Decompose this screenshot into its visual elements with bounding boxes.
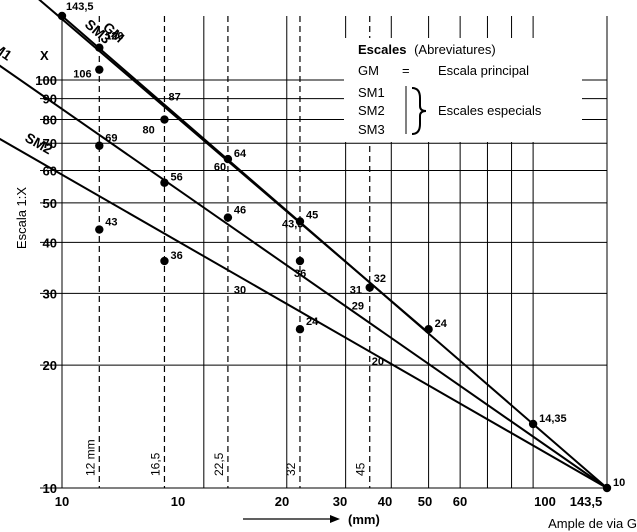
point-label: 45	[306, 209, 318, 221]
annotation-label: 20	[372, 356, 384, 368]
y-tick-label: 100	[35, 73, 57, 88]
x-tick-label: 10	[55, 494, 69, 509]
data-point	[295, 217, 305, 226]
annotation-label: 43,5	[282, 218, 303, 230]
legend-sm2: SM2	[358, 103, 385, 118]
dashed-line-label: 32	[284, 462, 298, 476]
point-label: 10	[613, 477, 625, 489]
point-label: 36	[170, 250, 182, 262]
legend-title: Escales	[358, 42, 406, 57]
series-line-sm3	[38, 0, 430, 334]
legend-title-suffix: (Abreviatures)	[414, 42, 496, 57]
data-point	[160, 115, 169, 124]
annotation-label: 30	[234, 284, 246, 296]
data-point	[95, 65, 104, 74]
point-label: 56	[170, 172, 182, 184]
annotation-label: 60	[214, 162, 226, 174]
series-line-sm1	[0, 64, 608, 489]
legend-background	[344, 38, 582, 142]
y-tick-label: 70	[43, 136, 57, 151]
series-name-sm1: SM1	[0, 34, 15, 64]
dashed-line-label: 16,5	[148, 452, 162, 476]
y-axis-title: Escala 1:X	[14, 187, 29, 249]
y-tick-label: 20	[43, 358, 57, 373]
y-tick-label: 50	[43, 196, 57, 211]
point-label: 31	[350, 285, 362, 297]
legend-brace	[411, 87, 427, 135]
legend-gm-abbr: GM	[358, 63, 379, 78]
y-tick-label: 60	[43, 164, 57, 179]
data-point	[424, 325, 433, 334]
grid	[40, 16, 608, 489]
point-labels: 143,5 120 106 80 64 69 56 46 45 43 36 36 31 24 24 14,35…	[66, 1, 625, 489]
legend-equals: =	[402, 63, 410, 78]
legend-group-desc: Escales especials	[438, 103, 542, 118]
data-point	[57, 11, 67, 21]
series-line-sm2	[0, 137, 608, 489]
y-top-label: X	[40, 48, 49, 63]
legend-sm1: SM1	[358, 85, 385, 100]
point-label: 43	[105, 217, 117, 229]
data-point	[95, 141, 104, 150]
data-point	[160, 178, 169, 187]
point-label: 80	[142, 125, 154, 137]
y-tick-label: 40	[43, 235, 57, 250]
data-point	[95, 225, 104, 234]
data-point	[223, 154, 233, 164]
x-tick-label: 20	[275, 494, 289, 509]
y-tick-label: 10	[43, 481, 57, 496]
point-label: 24	[435, 318, 448, 330]
point-label: 106	[73, 69, 91, 81]
x-tick-label: 10	[171, 494, 185, 509]
data-point	[95, 43, 104, 52]
point-label: 36	[294, 268, 306, 280]
x-tick-label: 30	[333, 494, 347, 509]
dashed-reference-lines: 12 mm 16,5 22,5 32 45	[83, 16, 371, 488]
legend: Escales (Abreviatures) GM = Escala princ…	[358, 42, 542, 137]
legend-sm3: SM3	[358, 122, 385, 137]
data-point	[365, 283, 374, 292]
data-point	[223, 213, 233, 222]
x-unit-label: (mm)	[348, 512, 380, 527]
x-tick-label: 50	[418, 494, 432, 509]
point-label: 69	[105, 133, 117, 145]
data-points	[57, 11, 612, 493]
y-tick-label: 30	[43, 286, 57, 301]
point-label: 46	[234, 205, 246, 217]
x-axis-arrow-head	[330, 515, 340, 523]
data-point	[528, 419, 538, 429]
data-point	[602, 483, 612, 493]
point-label: 64	[234, 148, 247, 160]
data-point	[160, 256, 169, 266]
legend-gm-desc: Escala principal	[438, 63, 529, 78]
dashed-line-label: 12 mm	[83, 439, 97, 476]
annotation-label: 29	[352, 300, 364, 312]
x-tick-label: 40	[378, 494, 392, 509]
y-tick-label: 90	[43, 92, 57, 107]
annotation-label: 87	[168, 92, 180, 104]
data-point	[295, 256, 305, 266]
dashed-line-label: 45	[354, 462, 368, 476]
x-tick-label: 143,5	[570, 494, 603, 509]
point-label: 143,5	[66, 1, 94, 13]
data-point	[295, 325, 305, 334]
point-label: 24	[306, 316, 319, 328]
y-tick-label: 80	[43, 113, 57, 128]
point-label: 120	[105, 31, 123, 43]
dashed-line-label: 22,5	[212, 452, 226, 476]
x-tick-label: 100	[534, 494, 556, 509]
x-tick-label: 60	[453, 494, 467, 509]
point-label: 14,35	[539, 413, 567, 425]
x-axis-title: Ample de via G	[548, 516, 637, 531]
annotation-label: 32	[374, 273, 386, 285]
legend-heading: Escales (Abreviatures)	[358, 42, 496, 57]
